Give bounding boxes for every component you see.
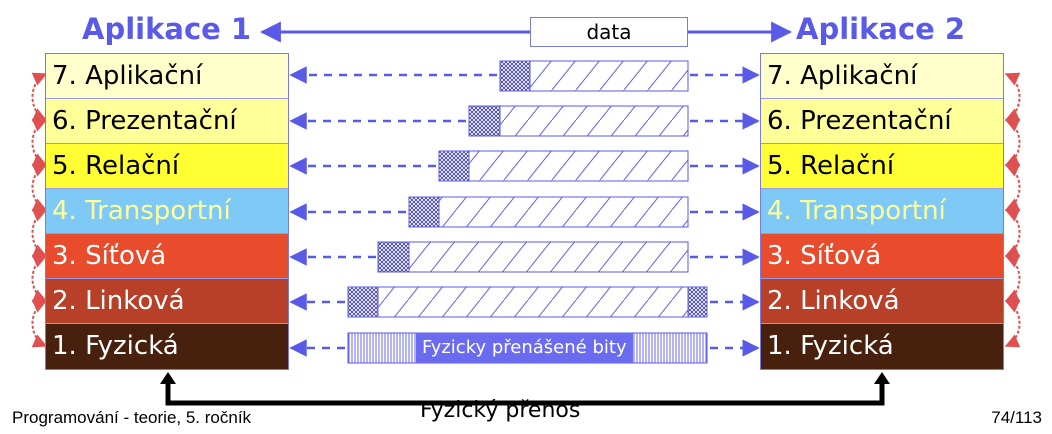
- layer-1: 1. Fyzická: [46, 324, 288, 369]
- row-5: [289, 150, 760, 182]
- side-arrows-left: [31, 72, 48, 348]
- layer-3: 3. Síťová: [46, 234, 288, 279]
- side-arrows-right: [1004, 72, 1021, 348]
- payload-block: [499, 105, 689, 137]
- row-7: [289, 60, 760, 92]
- trailer-block: [687, 286, 708, 318]
- layer-5: 5. Relační: [46, 144, 288, 189]
- layer-5: 5. Relační: [761, 144, 1003, 189]
- header-block: [408, 196, 440, 228]
- layer-2: 2. Linková: [46, 279, 288, 324]
- layer-4: 4. Transportní: [761, 189, 1003, 234]
- physical-transfer-label: Fyzický přenos: [420, 398, 581, 423]
- payload-block: [438, 196, 689, 228]
- osi-stack-app1: 7. Aplikační 6. Prezentační 5. Relační 4. T…: [45, 53, 289, 370]
- payload-block: [408, 241, 689, 273]
- layer-7: 7. Aplikační: [761, 54, 1003, 99]
- header-block: [377, 241, 410, 273]
- row-4: [289, 196, 760, 228]
- header-block: [438, 150, 470, 182]
- row-3: [289, 241, 760, 273]
- layer-1: 1. Fyzická: [761, 324, 1003, 369]
- payload-block: [377, 286, 689, 318]
- data-label: data: [530, 17, 688, 47]
- physical-arrowhead-left: [160, 372, 176, 384]
- layer-7: 7. Aplikační: [46, 54, 288, 99]
- bits-label: Fyzicky přenášené bity: [416, 333, 633, 363]
- header-block: [347, 286, 379, 318]
- payload-block: [529, 60, 689, 92]
- osi-stack-app2: 7. Aplikační 6. Prezentační 5. Relační 4. T…: [760, 53, 1004, 370]
- row-6: [289, 105, 760, 137]
- layer-4: 4. Transportní: [46, 189, 288, 234]
- header-block: [468, 105, 501, 137]
- payload-block: [468, 150, 689, 182]
- layer-2: 2. Linková: [761, 279, 1003, 324]
- app1-title: Aplikace 1: [82, 12, 252, 46]
- layer-6: 6. Prezentační: [46, 99, 288, 144]
- layer-3: 3. Síťová: [761, 234, 1003, 279]
- header-block: [499, 60, 531, 92]
- app2-title: Aplikace 2: [796, 12, 966, 46]
- footer-page-number: 74/113: [991, 408, 1042, 427]
- footer-course: Programování - teorie, 5. ročník: [12, 408, 252, 427]
- row-2: [289, 286, 760, 318]
- physical-arrowhead-right: [874, 372, 890, 384]
- layer-6: 6. Prezentační: [761, 99, 1003, 144]
- physical-transfer-line: [165, 378, 885, 406]
